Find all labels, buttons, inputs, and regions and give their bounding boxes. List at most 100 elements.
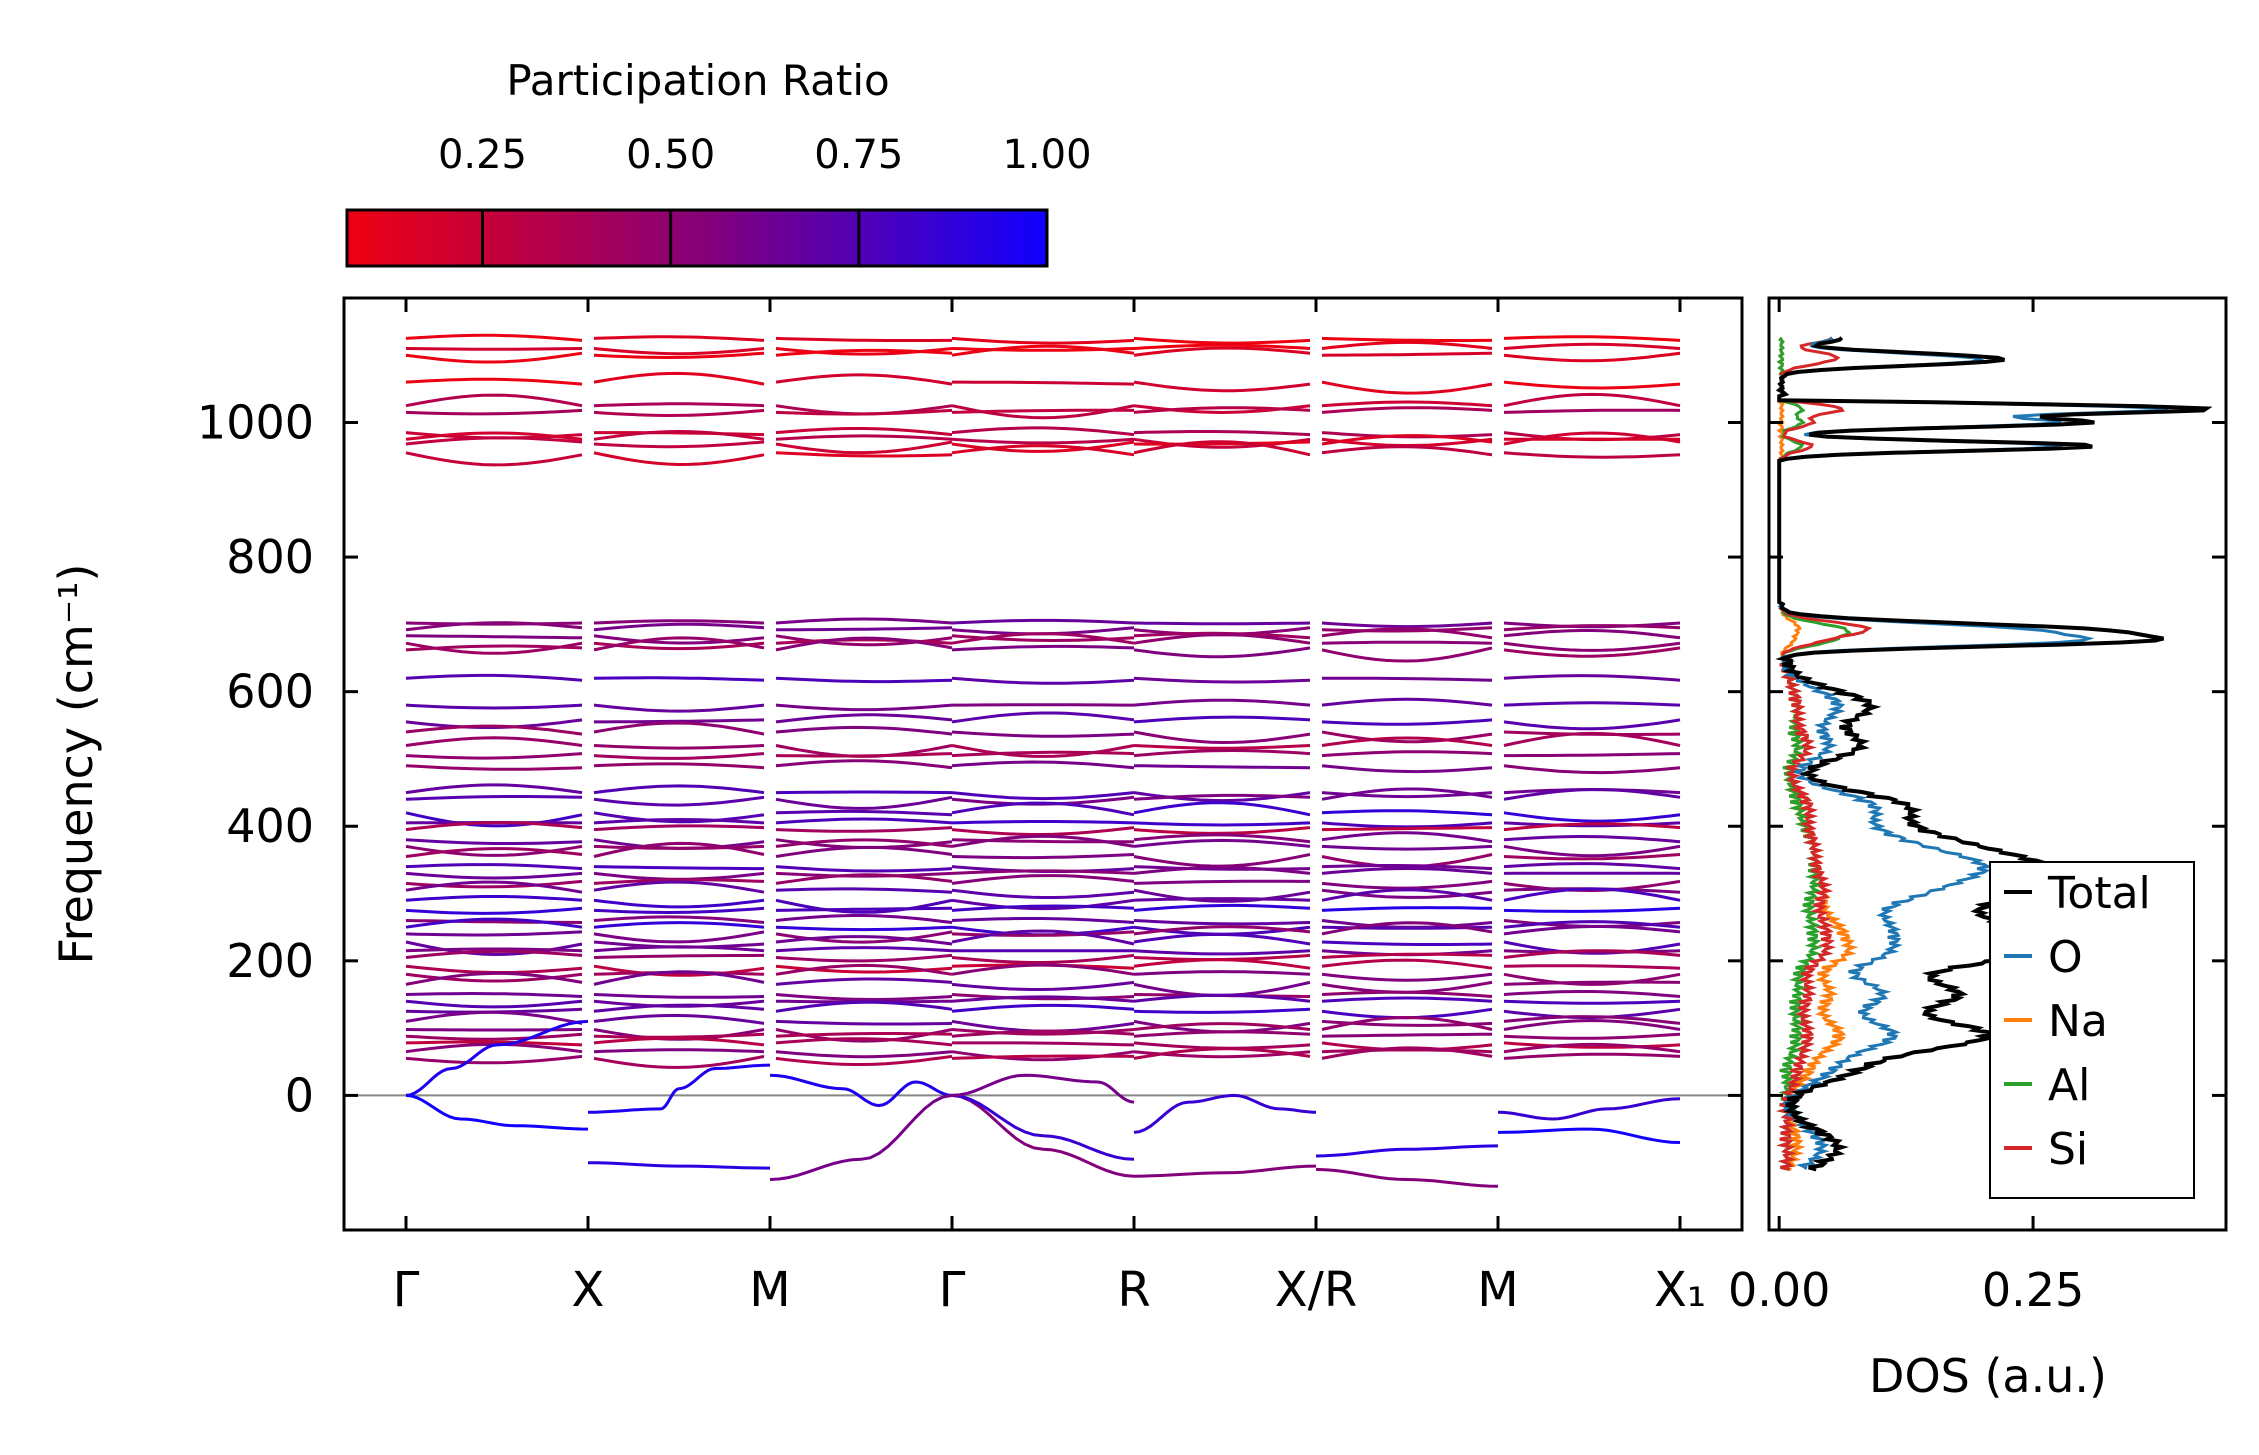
phonon-band bbox=[951, 834, 1135, 848]
dos-x-axis-label: DOS (a.u.) bbox=[1869, 1349, 2107, 1403]
phonon-band bbox=[951, 1003, 1135, 1013]
phonon-band bbox=[1503, 731, 1681, 747]
colorbar-gradient bbox=[345, 208, 1049, 268]
phonon-band bbox=[951, 1054, 1135, 1060]
phonon-band bbox=[951, 750, 1135, 758]
phonon-band bbox=[775, 427, 953, 437]
phonon-band bbox=[1133, 949, 1311, 956]
phonon-band bbox=[1321, 787, 1493, 801]
colorbar-tick-label: 1.00 bbox=[1002, 132, 1091, 178]
colorbar-title: Participation Ratio bbox=[506, 56, 889, 105]
phonon-band bbox=[951, 930, 1135, 937]
phonon-band bbox=[775, 373, 953, 386]
phonon-band-imag-xm-4 bbox=[1315, 1167, 1499, 1188]
phonon-band bbox=[1321, 879, 1493, 890]
phonon-band bbox=[1503, 624, 1681, 632]
phonon-band bbox=[1321, 940, 1493, 946]
phonon-band bbox=[775, 636, 953, 652]
y-tick-label: 400 bbox=[226, 799, 314, 853]
phonon-band bbox=[1133, 821, 1311, 827]
phonon-band bbox=[1133, 932, 1311, 946]
phonon-band bbox=[775, 977, 953, 986]
phonon-band bbox=[405, 333, 583, 342]
dos-legend: Total O Na Al Si bbox=[1989, 861, 2195, 1199]
phonon-band bbox=[1133, 730, 1311, 745]
phonon-band bbox=[951, 995, 1135, 1003]
phonon-band bbox=[1503, 787, 1681, 801]
phonon-band bbox=[1321, 831, 1493, 844]
phonon-band bbox=[1133, 343, 1311, 350]
x-tick-label: X/R bbox=[1275, 1262, 1357, 1318]
phonon-band bbox=[1133, 440, 1311, 446]
phonon-band bbox=[1503, 925, 1681, 936]
phonon-band bbox=[1503, 342, 1681, 350]
phonon-band bbox=[775, 914, 953, 924]
phonon-band bbox=[1503, 701, 1681, 707]
x-tick-label: X₁ bbox=[1654, 1262, 1706, 1318]
phonon-band bbox=[593, 1048, 765, 1054]
phonon-band bbox=[1321, 996, 1493, 1003]
phonon-band bbox=[1503, 764, 1681, 775]
phonon-band bbox=[1321, 980, 1493, 994]
phonon-band bbox=[775, 451, 953, 458]
phonon-band bbox=[405, 752, 583, 760]
phonon-band bbox=[1133, 865, 1311, 875]
phonon-band bbox=[1503, 718, 1681, 731]
phonon-band bbox=[952, 380, 1135, 386]
phonon-band bbox=[593, 824, 765, 832]
phonon-band bbox=[405, 917, 583, 929]
phonon-band bbox=[405, 408, 583, 416]
phonon-band bbox=[951, 980, 1135, 991]
dos-series-total bbox=[1775, 336, 2212, 1172]
phonon-band bbox=[1133, 801, 1311, 817]
phonon-band bbox=[1321, 736, 1493, 747]
phonon-band bbox=[593, 865, 764, 871]
phonon-band bbox=[1503, 920, 1681, 929]
phonon-band bbox=[951, 874, 1135, 885]
phonon-band bbox=[1503, 380, 1681, 390]
phonon-band bbox=[951, 336, 1135, 345]
phonon-band bbox=[775, 873, 953, 885]
phonon-band bbox=[593, 762, 765, 770]
phonon-band bbox=[1133, 646, 1311, 659]
phonon-band bbox=[593, 451, 765, 467]
phonon-band bbox=[593, 880, 765, 894]
x-tick-label: R bbox=[1117, 1262, 1150, 1318]
phonon-band bbox=[593, 634, 765, 645]
phonon-band bbox=[593, 970, 765, 986]
phonon-band bbox=[593, 817, 765, 825]
x-tick-label: X bbox=[572, 1262, 605, 1318]
x-tick-label: Γ bbox=[393, 1262, 420, 1318]
phonon-band bbox=[593, 906, 765, 915]
phonon-band bbox=[593, 915, 765, 924]
phonon-band bbox=[1503, 949, 1681, 959]
phonon-band bbox=[1503, 392, 1681, 408]
phonon-band bbox=[1133, 970, 1311, 976]
phonon-band bbox=[1321, 445, 1493, 457]
phonon-band bbox=[1321, 406, 1493, 414]
phonon-band bbox=[951, 953, 1135, 964]
phonon-band bbox=[951, 917, 1135, 924]
phonon-band bbox=[1504, 752, 1681, 758]
phonon-band bbox=[1321, 864, 1493, 871]
phonon-band bbox=[1133, 993, 1311, 1003]
phonon-band bbox=[1133, 380, 1311, 393]
phonon-band bbox=[1133, 440, 1311, 457]
y-tick-label: 600 bbox=[226, 665, 314, 719]
phonon-band bbox=[1321, 380, 1493, 395]
colorbar-tick-label: 0.25 bbox=[438, 132, 527, 178]
phonon-band bbox=[593, 335, 765, 342]
phonon-band bbox=[593, 351, 765, 360]
phonon-band bbox=[775, 1050, 953, 1059]
phonon-band bbox=[405, 930, 583, 937]
phonon-band bbox=[405, 838, 583, 845]
band-structure-panel: 0 200 400 600 800 1000 Γ X M Γ R X/R M X₁ Frequency (… bbox=[49, 296, 1744, 1318]
phonon-band bbox=[405, 393, 583, 408]
band-axes-frame bbox=[342, 296, 1744, 1232]
phonon-band bbox=[775, 790, 953, 795]
phonon-band bbox=[1133, 748, 1311, 758]
phonon-band bbox=[1503, 972, 1681, 986]
phonon-band bbox=[1133, 633, 1311, 645]
phonon-band bbox=[1321, 640, 1493, 645]
phonon-band bbox=[593, 993, 765, 999]
